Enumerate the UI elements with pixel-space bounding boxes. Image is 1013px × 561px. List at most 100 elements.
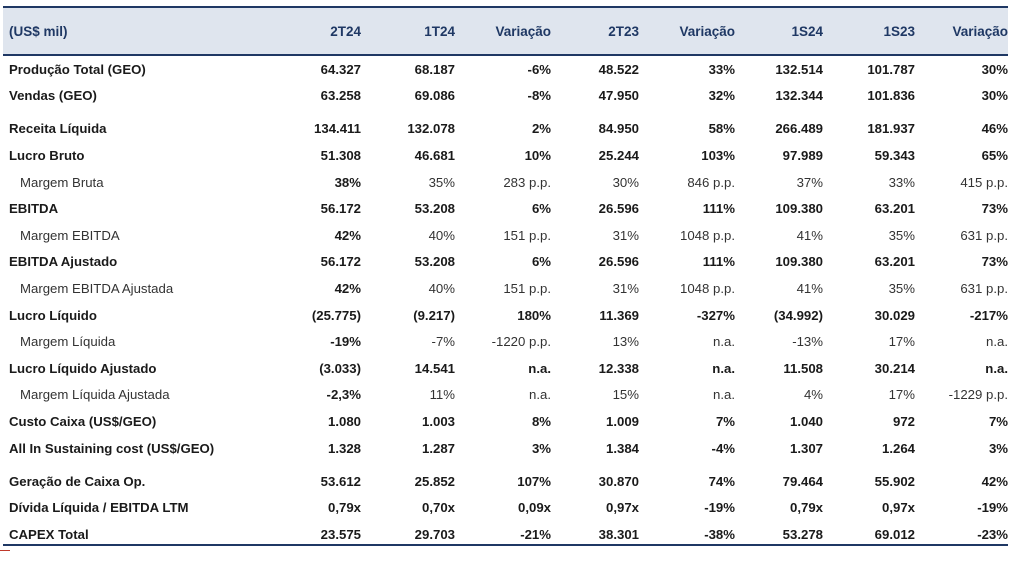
- row-value: 35%: [888, 227, 915, 243]
- row-value: 2%: [531, 121, 551, 137]
- row-label: Vendas (GEO): [9, 88, 97, 104]
- row-value: 631 p.p.: [960, 227, 1008, 243]
- financial-table: (US$ mil) 2T24 1T24 Variação 2T23 Variaç…: [3, 6, 1008, 548]
- table-row: Custo Caixa (US$/GEO) 1.080 1.003 8% 1.009 7%…: [3, 408, 1008, 435]
- row-value: 25.852: [414, 473, 455, 489]
- row-value: 101.787: [867, 61, 915, 77]
- row-label: Margem Bruta: [20, 174, 104, 190]
- table-row: CAPEX Total 23.575 29.703 -21% 38.301 -38% 53.…: [3, 521, 1008, 548]
- row-label: Lucro Líquido Ajustado: [9, 360, 157, 376]
- row-value: 4%: [803, 387, 823, 403]
- row-value: 3%: [988, 440, 1008, 456]
- row-value: 1.264: [881, 440, 915, 456]
- row-value: 1.328: [327, 440, 361, 456]
- row-value: 69.012: [874, 526, 915, 542]
- row-value: 30%: [981, 88, 1008, 104]
- row-value: 1.307: [789, 440, 823, 456]
- table-row: Margem Bruta 38% 35% 283 p.p. 30% 846 p.p. 37%…: [3, 169, 1008, 196]
- row-value: 17%: [888, 387, 915, 403]
- row-value: 26.596: [598, 201, 639, 217]
- row-value: 631 p.p.: [960, 281, 1008, 297]
- row-value: 11.369: [599, 307, 639, 323]
- row-value: 30.870: [598, 473, 639, 489]
- row-value: -23%: [977, 526, 1008, 542]
- row-value: 48.522: [598, 61, 639, 77]
- row-label: Dívida Líquida / EBITDA LTM: [9, 500, 189, 516]
- row-value: 31%: [612, 281, 639, 297]
- row-value: 1.287: [421, 440, 455, 456]
- row-value: 55.902: [874, 473, 915, 489]
- row-value: 30.214: [874, 360, 915, 376]
- row-value: 107%: [517, 473, 551, 489]
- row-value: 69.086: [414, 88, 455, 104]
- row-label: Margem EBITDA Ajustada: [20, 281, 174, 297]
- table-row: Geração de Caixa Op. 53.612 25.852 107% 30.8…: [3, 468, 1008, 495]
- table-row: Produção Total (GEO) 64.327 68.187 -6% 48.52…: [3, 56, 1008, 83]
- row-value: 180%: [517, 307, 551, 323]
- row-value: 73%: [981, 254, 1008, 270]
- row-value: 41%: [796, 281, 823, 297]
- row-value: 1.384: [605, 440, 639, 456]
- row-value: 63.201: [874, 201, 915, 217]
- row-value: 109.380: [775, 254, 823, 270]
- table-row: EBITDA 56.172 53.208 6% 26.596 111% 109.380 63.…: [3, 195, 1008, 222]
- row-value: -327%: [696, 307, 735, 323]
- row-value: 1.009: [605, 414, 639, 430]
- row-label: Geração de Caixa Op.: [9, 473, 146, 489]
- row-value: 151 p.p.: [503, 227, 551, 243]
- row-value: 30%: [612, 174, 639, 190]
- row-value: 6%: [531, 201, 551, 217]
- row-value: -7%: [431, 334, 455, 350]
- row-value: 1.003: [421, 414, 455, 430]
- row-label: CAPEX Total: [9, 526, 89, 542]
- row-value: 283 p.p.: [503, 174, 551, 190]
- row-value: -1220 p.p.: [491, 334, 551, 350]
- row-value: 415 p.p.: [960, 174, 1008, 190]
- row-value: (9.217): [413, 307, 455, 323]
- row-value: 11.508: [783, 360, 823, 376]
- row-value: 35%: [428, 174, 455, 190]
- row-value: -6%: [527, 61, 551, 77]
- row-value: 73%: [981, 201, 1008, 217]
- header-cell-variacao-2: Variação: [679, 23, 735, 39]
- row-value: n.a.: [528, 360, 551, 376]
- table-row: EBITDA Ajustado 56.172 53.208 6% 26.596 111% 1…: [3, 249, 1008, 276]
- row-value: 0,97x: [605, 500, 639, 516]
- row-value: 38.301: [598, 526, 639, 542]
- row-value: 41%: [796, 227, 823, 243]
- table-row: Margem EBITDA Ajustada 42% 40% 151 p.p. 31% 1…: [3, 275, 1008, 302]
- row-value: 84.950: [598, 121, 639, 137]
- row-value: 30%: [981, 61, 1008, 77]
- row-value: 42%: [981, 473, 1008, 489]
- row-value: 7%: [988, 414, 1008, 430]
- row-value: 79.464: [782, 473, 823, 489]
- table-row: Dívida Líquida / EBITDA LTM 0,79x 0,70x 0,0…: [3, 495, 1008, 522]
- row-value: 35%: [888, 281, 915, 297]
- row-value: -21%: [520, 526, 551, 542]
- row-label: Lucro Líquido: [9, 307, 97, 323]
- row-value: 132.514: [775, 61, 823, 77]
- row-value: 74%: [708, 473, 735, 489]
- row-value: 6%: [531, 254, 551, 270]
- row-value: 53.208: [414, 254, 455, 270]
- table-row: Vendas (GEO) 63.258 69.086 -8% 47.950 32% 132.…: [3, 83, 1008, 110]
- row-value: 103%: [701, 148, 735, 164]
- row-value: 56.172: [320, 201, 361, 217]
- row-label: Lucro Bruto: [9, 148, 85, 164]
- row-value: 1.040: [789, 414, 823, 430]
- row-value: 0,79x: [327, 500, 361, 516]
- row-value: 1048 p.p.: [680, 227, 735, 243]
- row-value: 846 p.p.: [687, 174, 735, 190]
- row-label: EBITDA Ajustado: [9, 254, 118, 270]
- row-value: 134.411: [314, 121, 361, 137]
- row-value: n.a.: [986, 334, 1008, 350]
- table-row: Lucro Líquido (25.775) (9.217) 180% 11.369 -3…: [3, 302, 1008, 329]
- row-value: -19%: [704, 500, 735, 516]
- table-header: (US$ mil) 2T24 1T24 Variação 2T23 Variaç…: [3, 6, 1008, 56]
- header-cell-1s24: 1S24: [791, 23, 823, 39]
- row-value: 132.078: [407, 121, 455, 137]
- row-value: n.a.: [529, 387, 551, 403]
- row-value: 0,70x: [421, 500, 455, 516]
- row-value: 17%: [888, 334, 915, 350]
- row-value: 266.489: [775, 121, 823, 137]
